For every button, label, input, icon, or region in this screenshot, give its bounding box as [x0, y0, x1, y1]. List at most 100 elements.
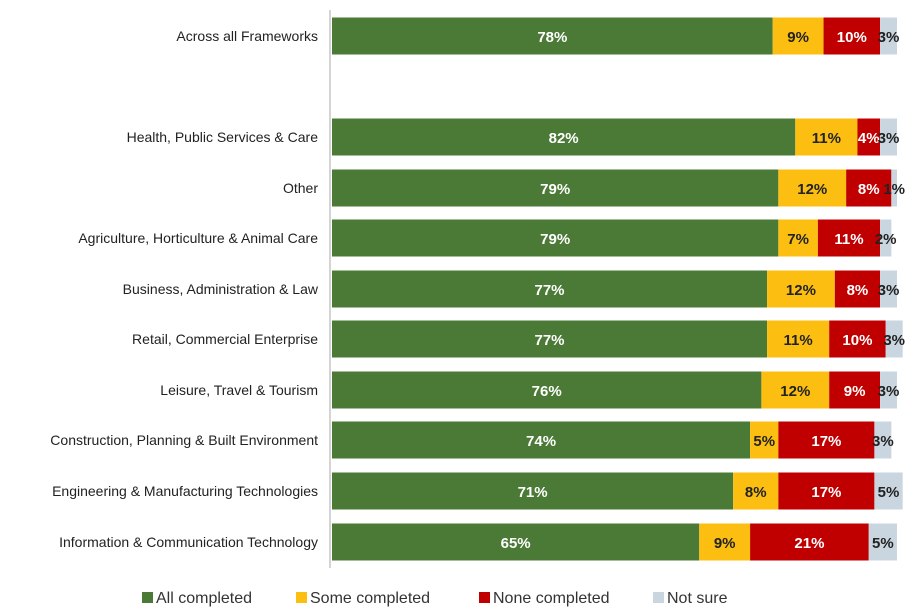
data-label: 77%: [535, 282, 565, 299]
data-label: 79%: [540, 181, 570, 198]
bar-segment: [880, 371, 897, 409]
legend-label: Some completed: [310, 590, 430, 607]
data-label: 3%: [872, 433, 894, 450]
bar-segment: [834, 270, 881, 308]
bar-segment: [880, 118, 897, 156]
bar-segment: [857, 118, 881, 156]
data-label: 71%: [518, 484, 548, 501]
category-label: Construction, Planning & Built Environme…: [50, 432, 318, 448]
data-label: 79%: [540, 231, 570, 248]
legend-label: None completed: [493, 590, 610, 607]
data-label: 11%: [834, 231, 863, 248]
data-label: 4%: [858, 130, 880, 147]
bar-segment: [778, 472, 875, 510]
data-label: 3%: [883, 332, 905, 349]
legend: All completed Some completed None complete…: [142, 590, 728, 607]
data-label: 3%: [878, 29, 900, 46]
data-label: 74%: [526, 433, 556, 450]
bar-segment: [772, 17, 824, 55]
bar-segment: [778, 421, 875, 459]
bars: [332, 17, 903, 561]
data-label: 9%: [787, 29, 809, 46]
bar-segment: [332, 118, 796, 156]
legend-swatch: [653, 592, 664, 603]
data-label: 12%: [797, 181, 827, 198]
data-label: 8%: [745, 484, 767, 501]
category-label: Engineering & Manufacturing Technologies: [52, 483, 318, 499]
data-label: 65%: [501, 535, 531, 552]
bar-segment: [874, 421, 892, 459]
category-label: Information & Communication Technology: [59, 534, 318, 550]
data-label: 5%: [753, 433, 775, 450]
bar-segment: [891, 169, 897, 207]
data-label: 8%: [858, 181, 880, 198]
category-label: Agriculture, Horticulture & Animal Care: [78, 230, 318, 246]
bar-segment: [332, 17, 773, 55]
bar-segment: [874, 472, 903, 510]
data-label: 21%: [794, 535, 824, 552]
data-label: 9%: [714, 535, 736, 552]
data-label: 3%: [878, 130, 900, 147]
legend-item: Some completed: [296, 590, 430, 607]
legend-swatch: [296, 592, 307, 603]
legend-label: All completed: [156, 590, 252, 607]
bar-segment: [761, 371, 830, 409]
bar-segment: [829, 320, 886, 358]
category-label: Other: [283, 180, 318, 196]
data-label: 78%: [537, 29, 567, 46]
bar-segment: [699, 523, 751, 561]
data-label: 1%: [883, 181, 905, 198]
bar-segment: [767, 320, 830, 358]
data-label: 2%: [875, 231, 897, 248]
bar-segment: [332, 320, 768, 358]
data-label: 5%: [872, 535, 894, 552]
bar-segment: [332, 472, 734, 510]
bar-segment: [885, 320, 903, 358]
bar-segment: [778, 169, 847, 207]
data-label: 17%: [811, 484, 841, 501]
bar-segment: [880, 219, 892, 257]
category-label: Leisure, Travel & Tourism: [160, 382, 318, 398]
bar-segment: [795, 118, 858, 156]
data-label: 7%: [787, 231, 809, 248]
bar-segment: [332, 371, 762, 409]
data-label: 12%: [786, 282, 816, 299]
category-label: Health, Public Services & Care: [127, 129, 319, 145]
bar-segment: [880, 17, 897, 55]
data-label: 3%: [878, 383, 900, 400]
data-label: 77%: [535, 332, 565, 349]
category-labels: Across all Frameworks Health, Public Serv…: [50, 28, 319, 550]
data-label: 10%: [837, 29, 867, 46]
legend-label: Not sure: [667, 590, 728, 607]
bar-segment: [332, 219, 779, 257]
data-label: 11%: [812, 130, 841, 147]
legend-item: None completed: [479, 590, 610, 607]
data-label: 8%: [847, 282, 869, 299]
bar-segment: [817, 219, 881, 257]
data-label: 82%: [549, 130, 579, 147]
legend-item: Not sure: [653, 590, 728, 607]
bar-segment: [750, 523, 869, 561]
bar-segment: [880, 270, 897, 308]
bar-segment: [829, 371, 881, 409]
bar-segment: [733, 472, 779, 510]
data-label: 11%: [784, 332, 813, 349]
bar-segment: [823, 17, 881, 55]
bar-segment: [332, 169, 779, 207]
category-label: Retail, Commercial Enterprise: [132, 331, 318, 347]
bar-segment: [868, 523, 897, 561]
legend-swatch: [142, 592, 153, 603]
bar-segment: [767, 270, 835, 308]
data-label: 17%: [811, 433, 841, 450]
legend-item: All completed: [142, 590, 252, 607]
bar-segment: [778, 219, 818, 257]
value-labels: 78% 9% 10% 3%82% 11% 4%3%79% 12% 8% 1%79% 7% 11% 2%…: [501, 29, 905, 552]
bar-segment: [332, 523, 700, 561]
bar-segment: [846, 169, 892, 207]
legend-swatch: [479, 592, 490, 603]
data-label: 10%: [842, 332, 872, 349]
bar-segment: [332, 270, 768, 308]
data-label: 12%: [780, 383, 810, 400]
data-label: 5%: [878, 484, 900, 501]
